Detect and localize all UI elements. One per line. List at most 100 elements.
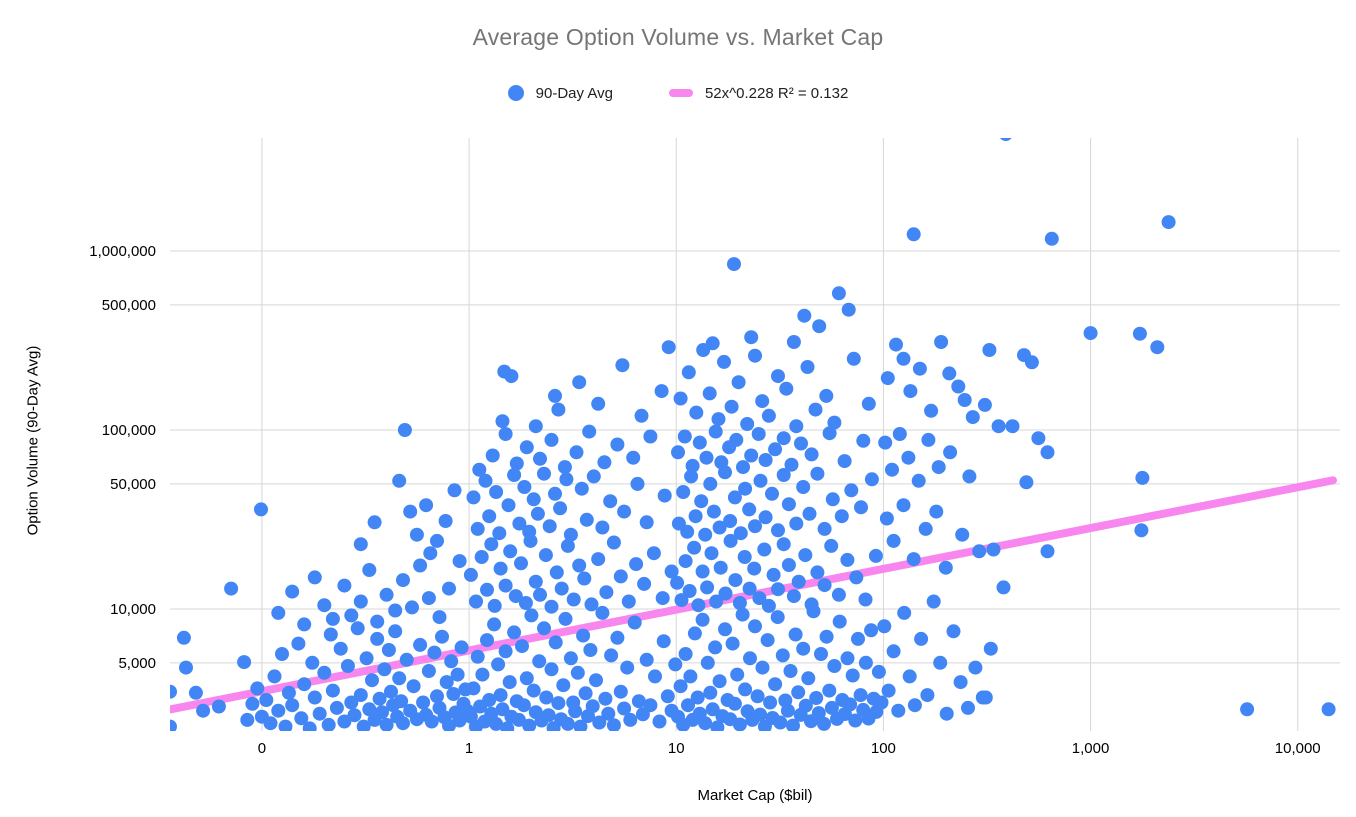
data-point[interactable] [934,335,949,349]
data-point[interactable] [392,671,407,686]
data-point[interactable] [794,436,808,451]
data-point[interactable] [558,611,573,626]
data-point[interactable] [689,405,704,420]
data-point[interactable] [942,366,957,381]
data-point[interactable] [704,546,719,561]
data-point[interactable] [403,504,418,519]
data-point[interactable] [430,689,444,704]
data-point[interactable] [307,690,322,705]
data-point[interactable] [680,524,695,539]
data-point[interactable] [725,636,740,651]
data-point[interactable] [480,582,494,597]
data-point[interactable] [442,718,456,733]
data-point[interactable] [856,433,871,448]
data-point[interactable] [321,717,336,732]
data-point[interactable] [544,662,559,677]
data-point[interactable] [796,641,811,656]
data-point[interactable] [577,571,592,586]
data-point[interactable] [849,570,864,585]
data-point[interactable] [736,460,750,475]
data-point[interactable] [470,649,485,664]
data-point[interactable] [710,720,725,734]
data-point[interactable] [337,714,352,729]
data-point[interactable] [786,589,801,604]
data-point[interactable] [674,593,689,608]
data-point[interactable] [271,703,286,718]
data-point[interactable] [375,705,389,720]
data-point[interactable] [753,707,768,722]
data-point[interactable] [511,712,526,727]
data-point[interactable] [926,594,941,609]
data-point[interactable] [519,440,534,455]
data-point[interactable] [586,469,601,484]
data-point[interactable] [538,548,553,563]
data-point[interactable] [484,537,499,552]
data-point[interactable] [196,703,211,718]
data-point[interactable] [263,716,278,731]
data-point[interactable] [498,578,513,593]
data-point[interactable] [307,570,322,585]
data-point[interactable] [503,544,518,559]
data-point[interactable] [723,514,738,528]
data-point[interactable] [356,719,371,734]
data-point[interactable] [771,582,785,597]
data-point[interactable] [656,634,671,649]
data-point[interactable] [489,716,504,731]
data-point[interactable] [732,717,747,732]
data-point[interactable] [912,361,927,376]
data-point[interactable] [224,581,239,596]
data-point[interactable] [765,486,779,501]
data-point[interactable] [806,604,821,619]
data-point[interactable] [556,678,571,693]
data-point[interactable] [523,533,538,548]
data-point[interactable] [854,500,868,515]
data-point[interactable] [755,394,770,409]
data-point[interactable] [737,550,752,564]
data-point[interactable] [548,388,562,403]
data-point[interactable] [907,698,922,713]
data-point[interactable] [986,542,1001,557]
data-point[interactable] [362,702,377,717]
data-point[interactable] [489,485,504,499]
data-point[interactable] [703,685,718,700]
data-point[interactable] [1019,475,1034,490]
data-point[interactable] [798,698,813,713]
data-point[interactable] [570,665,585,680]
data-point[interactable] [1240,702,1255,717]
data-point[interactable] [687,626,702,641]
data-point[interactable] [551,402,566,417]
data-point[interactable] [827,659,842,673]
data-point[interactable] [405,600,419,615]
data-point[interactable] [727,696,742,711]
data-point[interactable] [810,565,825,580]
data-point[interactable] [811,706,826,721]
data-point[interactable] [522,718,537,733]
data-point[interactable] [495,414,510,429]
data-point[interactable] [553,501,568,516]
data-point[interactable] [728,573,743,588]
data-point[interactable] [708,640,723,655]
data-point[interactable] [713,560,728,575]
data-point[interactable] [549,565,564,580]
data-point[interactable] [885,462,899,477]
data-point[interactable] [696,343,711,357]
data-point[interactable] [742,502,757,517]
data-point[interactable] [978,690,993,705]
data-point[interactable] [470,521,485,536]
data-point[interactable] [452,554,467,569]
data-point[interactable] [392,473,407,488]
data-point[interactable] [294,711,309,726]
data-point[interactable] [1161,215,1176,230]
data-point[interactable] [478,473,493,488]
data-point[interactable] [423,546,438,561]
data-point[interactable] [447,483,462,498]
data-point[interactable] [783,664,798,678]
data-point[interactable] [690,690,705,705]
data-point[interactable] [877,619,892,634]
data-point[interactable] [957,393,972,407]
data-point[interactable] [509,456,524,471]
data-point[interactable] [814,647,828,661]
data-point[interactable] [631,694,646,709]
data-point[interactable] [297,677,312,692]
data-point[interactable] [576,628,591,643]
